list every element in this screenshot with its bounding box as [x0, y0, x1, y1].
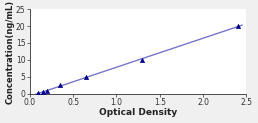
Y-axis label: Concentration(ng/mL): Concentration(ng/mL) [6, 0, 14, 104]
Point [140, 59, 144, 61]
Point [236, 25, 240, 27]
Point [84, 76, 88, 78]
Point [36, 92, 41, 94]
Point [41, 91, 45, 93]
Point [58, 84, 62, 86]
X-axis label: Optical Density: Optical Density [99, 108, 177, 117]
Point [45, 90, 49, 92]
